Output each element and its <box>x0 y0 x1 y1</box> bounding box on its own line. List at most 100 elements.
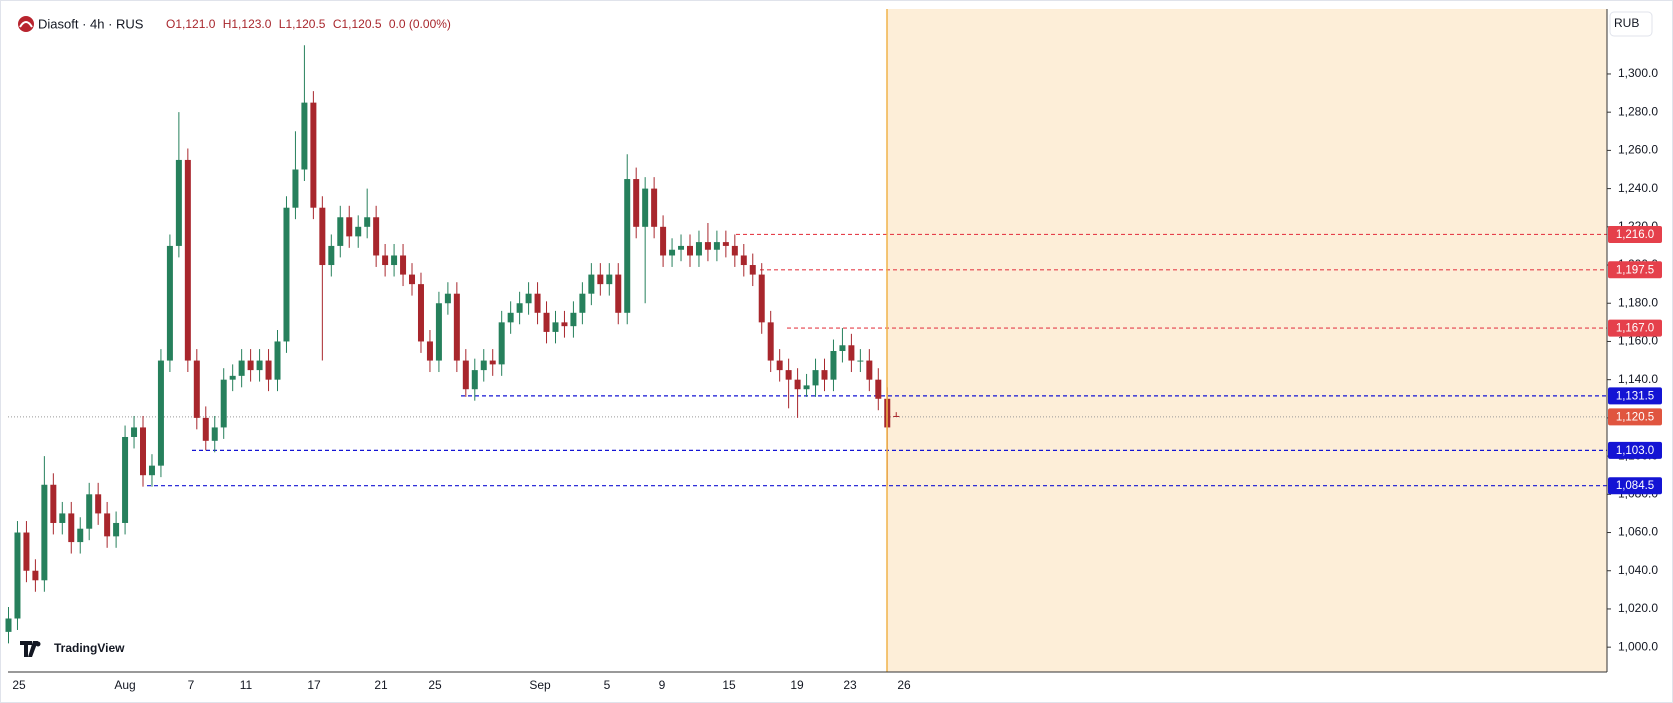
y-tick-label: 1,000.0 <box>1618 639 1658 653</box>
candle-body <box>552 322 559 332</box>
candle-body <box>274 341 281 380</box>
candle-body <box>507 312 514 323</box>
candle-body <box>220 379 227 428</box>
candle-body <box>202 417 209 441</box>
candle-body <box>597 274 604 285</box>
change-value: 0.0 (0.00%) <box>389 17 451 31</box>
candle-body <box>122 436 129 523</box>
y-tick-label: 1,280.0 <box>1618 104 1658 118</box>
candle-body <box>166 245 173 361</box>
x-tick-label: 19 <box>790 678 804 692</box>
candle-body <box>471 370 478 390</box>
candle-body <box>462 360 469 390</box>
candle-body <box>131 427 138 437</box>
symbol: Diasoft · 4h · RUS <box>38 16 144 31</box>
level-label: 1,197.5 <box>1616 264 1654 276</box>
candle-body <box>444 293 451 304</box>
candle-body <box>624 179 631 313</box>
candle-body <box>247 360 254 371</box>
candle-body <box>875 379 882 399</box>
y-tick-label: 1,140.0 <box>1618 372 1658 386</box>
y-tick-label: 1,040.0 <box>1618 563 1658 577</box>
candle-body <box>740 255 747 266</box>
candle-body <box>642 188 649 227</box>
candle-body <box>409 274 416 285</box>
candle-body <box>776 360 783 371</box>
last-price-label: 1,120.5 <box>1616 411 1654 423</box>
candle-body <box>758 274 765 323</box>
symbol-logo <box>18 16 34 32</box>
candle-body <box>391 255 398 266</box>
candle-body <box>731 245 738 256</box>
level-badge <box>1608 477 1662 495</box>
candle-body <box>525 293 532 304</box>
candle-body <box>821 370 828 380</box>
candle-body <box>256 360 263 371</box>
candle-body <box>713 242 720 250</box>
high-value: H1,123.0 <box>223 17 272 31</box>
candle-body <box>382 255 389 266</box>
ohlc-header: O1,121.0 H1,123.0 L1,120.5 C1,120.5 0.0 … <box>166 17 451 31</box>
x-tick-label: 11 <box>240 678 253 692</box>
candle-body <box>157 360 164 466</box>
brand-icon-dot <box>35 641 41 647</box>
candle-body <box>435 303 442 361</box>
symbol-logo-mark <box>19 21 33 28</box>
level-badge <box>1608 441 1662 459</box>
candle-body <box>785 370 792 380</box>
candle-body <box>480 360 487 371</box>
candle-body <box>301 102 308 170</box>
candle-body <box>41 484 48 581</box>
x-tick-label: Sep <box>529 678 551 692</box>
candle-body <box>346 217 353 237</box>
candle-body <box>373 217 380 256</box>
candle-body <box>848 345 855 361</box>
last-price-badge <box>1608 408 1662 426</box>
x-tick-label: 25 <box>428 678 442 692</box>
candle-body <box>292 169 299 208</box>
currency[interactable]: RUB <box>1614 16 1639 30</box>
candle-body <box>417 284 424 342</box>
candle-body <box>229 375 236 380</box>
candle-body <box>453 293 460 361</box>
currency-button[interactable] <box>1609 11 1653 37</box>
level-badge <box>1608 319 1662 337</box>
candle-body <box>148 465 155 476</box>
y-tick-label: 1,240.0 <box>1618 181 1658 195</box>
candle-body <box>498 322 505 365</box>
x-tick-label: Aug <box>114 678 135 692</box>
x-tick-label: 5 <box>604 678 611 692</box>
candle-body <box>615 274 622 313</box>
candle-body <box>857 360 864 362</box>
y-tick-label: 1,180.0 <box>1618 295 1658 309</box>
candle-body <box>310 102 317 208</box>
candle-body <box>686 245 693 256</box>
level-badge <box>1608 225 1662 243</box>
level-label: 1,084.5 <box>1616 480 1654 492</box>
candle-body <box>678 245 685 250</box>
y-tick-label: 1,300.0 <box>1618 66 1658 80</box>
level-label: 1,167.0 <box>1616 323 1654 335</box>
candle-body <box>86 494 93 529</box>
candle-body <box>794 379 801 390</box>
candle-body <box>184 159 191 361</box>
level-label: 1,103.0 <box>1616 445 1654 457</box>
candle-body <box>113 522 120 537</box>
candle-body <box>803 385 810 390</box>
candle-body <box>59 513 66 523</box>
candle-body <box>426 341 433 361</box>
candle-body <box>893 415 900 417</box>
candle-body <box>337 217 344 246</box>
close-value: C1,120.5 <box>333 17 382 31</box>
candle-body <box>32 570 39 581</box>
candle-body <box>238 360 245 376</box>
level-label: 1,131.5 <box>1616 390 1654 402</box>
open-value: O1,121.0 <box>166 17 216 31</box>
candle-body <box>579 293 586 313</box>
candle-body <box>489 360 496 365</box>
x-tick-label: 7 <box>188 678 195 692</box>
candle-body <box>767 322 774 361</box>
level-badge <box>1608 261 1662 279</box>
candle-body <box>193 360 200 418</box>
